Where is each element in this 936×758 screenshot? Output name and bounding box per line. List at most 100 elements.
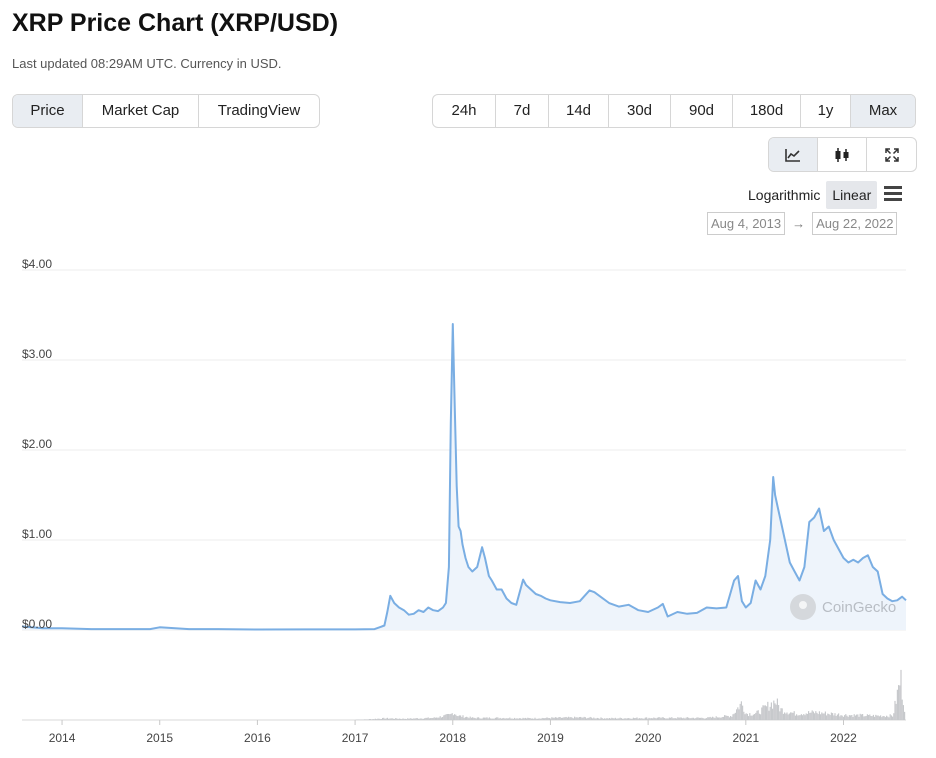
volume-bar (859, 713, 861, 720)
volume-bar (404, 718, 406, 720)
volume-bar (410, 718, 412, 720)
volume-bar (572, 718, 574, 720)
volume-bar (667, 718, 669, 720)
range-14d-button[interactable]: 14d (549, 95, 609, 127)
volume-bar (810, 712, 812, 720)
coingecko-logo-icon (790, 594, 816, 620)
volume-bar (474, 717, 476, 720)
logarithmic-toggle[interactable]: Logarithmic (748, 187, 821, 203)
volume-bar (818, 711, 820, 720)
volume-bar (673, 718, 675, 720)
volume-bar (836, 714, 838, 720)
volume-bar (356, 719, 358, 720)
tab-price[interactable]: Price (13, 95, 83, 127)
fullscreen-button[interactable] (867, 138, 916, 171)
range-30d-button[interactable]: 30d (609, 95, 671, 127)
volume-bar (530, 718, 532, 720)
volume-bar (730, 716, 732, 720)
volume-bar (586, 718, 588, 720)
x-tick-label: 2020 (635, 731, 662, 745)
volume-bar (566, 717, 568, 720)
volume-bar (851, 714, 853, 720)
volume-bar (488, 717, 490, 720)
range-90d-button[interactable]: 90d (671, 95, 733, 127)
volume-bar (751, 715, 753, 720)
volume-bar (790, 712, 792, 720)
volume-bar (824, 711, 826, 720)
volume-bar (762, 705, 764, 720)
volume-bar (569, 717, 571, 720)
volume-bar (524, 717, 526, 720)
volume-bar (552, 717, 554, 720)
volume-bar (682, 718, 684, 720)
volume-bar (395, 718, 397, 720)
scale-toggle: Logarithmic Linear (742, 181, 878, 209)
tab-tradingview[interactable]: TradingView (217, 102, 301, 119)
volume-bar (546, 717, 548, 720)
volume-bar (734, 712, 736, 720)
volume-bar (402, 718, 404, 720)
volume-bar (680, 717, 682, 720)
volume-bar (538, 718, 540, 720)
volume-bar (432, 718, 434, 720)
volume-bar (763, 705, 765, 720)
line-chart-button[interactable] (769, 138, 818, 171)
volume-bar (562, 717, 564, 720)
volume-bar (678, 717, 680, 720)
range-24h-button[interactable]: 24h (433, 95, 496, 127)
volume-bar (848, 715, 850, 720)
volume-bar (862, 714, 864, 720)
volume-bar (863, 716, 865, 720)
volume-bar (865, 715, 867, 720)
volume-bar (540, 718, 542, 720)
volume-bar (695, 718, 697, 720)
volume-bar (660, 718, 662, 720)
candlestick-chart-button[interactable] (818, 138, 867, 171)
volume-bar (553, 717, 555, 720)
volume-bar (798, 715, 800, 720)
volume-bar (817, 714, 819, 720)
volume-bar (643, 718, 645, 720)
volume-bar (888, 717, 890, 720)
volume-bar (718, 717, 720, 720)
range-max-button[interactable]: Max (851, 95, 915, 127)
volume-bar (889, 714, 891, 720)
volume-bar (578, 717, 580, 720)
date-from-input[interactable]: Aug 4, 2013 (707, 212, 786, 235)
range-180d-button[interactable]: 180d (733, 95, 801, 127)
volume-bar (653, 717, 655, 720)
volume-bar (598, 718, 600, 720)
volume-bar (778, 705, 780, 720)
volume-bar (517, 718, 519, 720)
range-7d-button[interactable]: 7d (496, 95, 549, 127)
volume-bar (556, 717, 558, 720)
volume-bar (502, 718, 504, 720)
volume-bar (547, 717, 549, 720)
volume-bar (808, 711, 810, 720)
volume-bar (542, 718, 544, 720)
volume-bar (626, 718, 628, 720)
volume-bar (594, 718, 596, 720)
volume-bar (884, 717, 886, 720)
hamburger-menu-icon[interactable] (884, 186, 902, 204)
volume-bar (499, 717, 501, 720)
volume-bar (508, 718, 510, 720)
volume-bar (704, 718, 706, 720)
volume-bar (365, 719, 367, 720)
volume-bar (544, 718, 546, 720)
volume-bar (648, 717, 650, 720)
volume-bar (523, 718, 525, 720)
linear-toggle[interactable]: Linear (826, 181, 878, 209)
range-1y-button[interactable]: 1y (801, 95, 851, 127)
volume-bar (895, 703, 897, 720)
x-tick-label: 2022 (830, 731, 857, 745)
volume-bar (500, 718, 502, 720)
date-to-input[interactable]: Aug 22, 2022 (812, 212, 898, 235)
price-area-fill (22, 324, 906, 630)
tab-market-cap[interactable]: Market Cap (83, 95, 199, 127)
volume-bar (636, 717, 638, 720)
volume-bar (900, 669, 902, 720)
volume-bar (536, 718, 538, 720)
volume-bar (770, 702, 772, 720)
volume-bar (564, 717, 566, 720)
